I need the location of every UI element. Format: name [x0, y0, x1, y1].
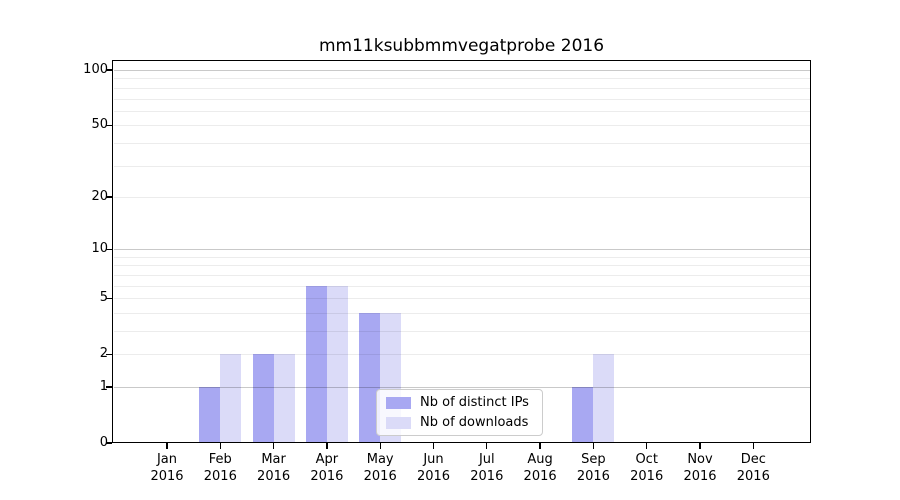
gridline-minor: [114, 196, 810, 198]
x-axis-tick: [699, 443, 701, 449]
bar-distinct-ips: [199, 387, 221, 443]
x-axis-tick: [592, 443, 595, 449]
y-axis-tick: [106, 196, 112, 198]
x-axis-tick: [432, 443, 435, 449]
y-axis-tick: [106, 442, 112, 444]
gridline-minor: [114, 298, 810, 300]
x-axis-tick: [646, 443, 648, 449]
x-axis-tick-label: Mar 2016: [257, 452, 291, 484]
legend-swatch-distinct-ips: [386, 396, 411, 409]
x-axis-tick-label: Jan 2016: [150, 452, 184, 484]
gridline-minor: [114, 142, 810, 144]
gridline-minor: [114, 78, 810, 80]
gridline-minor: [114, 110, 810, 112]
x-axis-tick-label: May 2016: [363, 452, 397, 484]
x-axis-tick-label: Feb 2016: [203, 452, 237, 484]
x-axis-tick-label: Oct 2016: [630, 452, 664, 484]
gridline-minor: [114, 354, 810, 356]
y-axis-tick: [106, 248, 112, 250]
bar-distinct-ips: [572, 387, 594, 443]
y-axis-tick-label: 10: [91, 241, 108, 257]
bar-distinct-ips: [252, 354, 274, 443]
y-axis-tick-label: 0: [99, 435, 108, 450]
y-axis-tick: [106, 386, 112, 388]
bar-downloads: [273, 354, 295, 443]
x-axis-tick-label: Aug 2016: [523, 452, 557, 484]
gridline-minor: [114, 256, 810, 258]
x-axis-tick: [539, 443, 541, 449]
x-axis-tick-label: Nov 2016: [683, 452, 717, 484]
gridline-minor: [114, 331, 810, 332]
x-axis-tick-label: Sep 2016: [576, 452, 610, 484]
y-axis-tick-label: 20: [91, 188, 108, 204]
bar-downloads: [326, 285, 348, 443]
y-axis-tick: [106, 297, 112, 299]
bar-distinct-ips: [359, 312, 381, 443]
y-axis-tick-label: 100: [83, 62, 108, 77]
x-axis-tick: [272, 443, 275, 449]
x-axis-tick: [379, 443, 381, 449]
legend-item-downloads: Nb of downloads: [386, 414, 533, 431]
gridline-minor: [114, 274, 810, 276]
gridline-minor: [114, 312, 810, 314]
bar-downloads: [593, 354, 615, 443]
x-axis-tick: [486, 443, 488, 449]
chart-title: mm11ksubbmmvegatprobe 2016: [318, 36, 605, 56]
bar-distinct-ips: [305, 285, 327, 443]
legend-label-downloads: Nb of downloads: [420, 415, 529, 430]
legend-label-distinct-ips: Nb of distinct IPs: [420, 395, 529, 410]
gridline-minor: [114, 165, 810, 167]
x-axis-tick-label: Apr 2016: [310, 452, 344, 484]
y-axis-tick-label: 50: [91, 117, 108, 133]
x-axis-tick-label: Jul 2016: [470, 452, 504, 484]
bar-downloads: [220, 354, 242, 443]
y-axis-tick: [106, 124, 112, 126]
legend-item-distinct-ips: Nb of distinct IPs: [386, 394, 533, 411]
x-axis-tick: [166, 443, 168, 449]
gridline-minor: [114, 98, 810, 100]
x-axis-tick: [326, 443, 328, 449]
y-axis-tick: [106, 353, 112, 355]
gridline-minor: [114, 125, 810, 127]
legend-swatch-downloads: [386, 416, 411, 429]
y-axis-tick-label: 2: [99, 346, 108, 362]
gridline-major: [114, 70, 810, 71]
x-axis-tick-label: Dec 2016: [736, 452, 770, 484]
gridline-minor: [114, 87, 810, 89]
gridline-major: [114, 387, 810, 388]
gridline-major: [114, 249, 810, 251]
gridline-minor: [114, 285, 810, 287]
x-axis-tick-label: Jun 2016: [416, 452, 451, 484]
gridline-minor: [114, 265, 810, 267]
plot-area-border: [112, 60, 811, 443]
x-axis-tick: [219, 443, 221, 449]
y-axis-tick-label: 1: [99, 379, 108, 394]
y-axis-tick-label: 5: [99, 290, 108, 306]
legend: Nb of distinct IPs Nb of downloads: [376, 389, 543, 436]
x-axis-tick: [752, 443, 754, 449]
y-axis-tick: [106, 69, 112, 71]
